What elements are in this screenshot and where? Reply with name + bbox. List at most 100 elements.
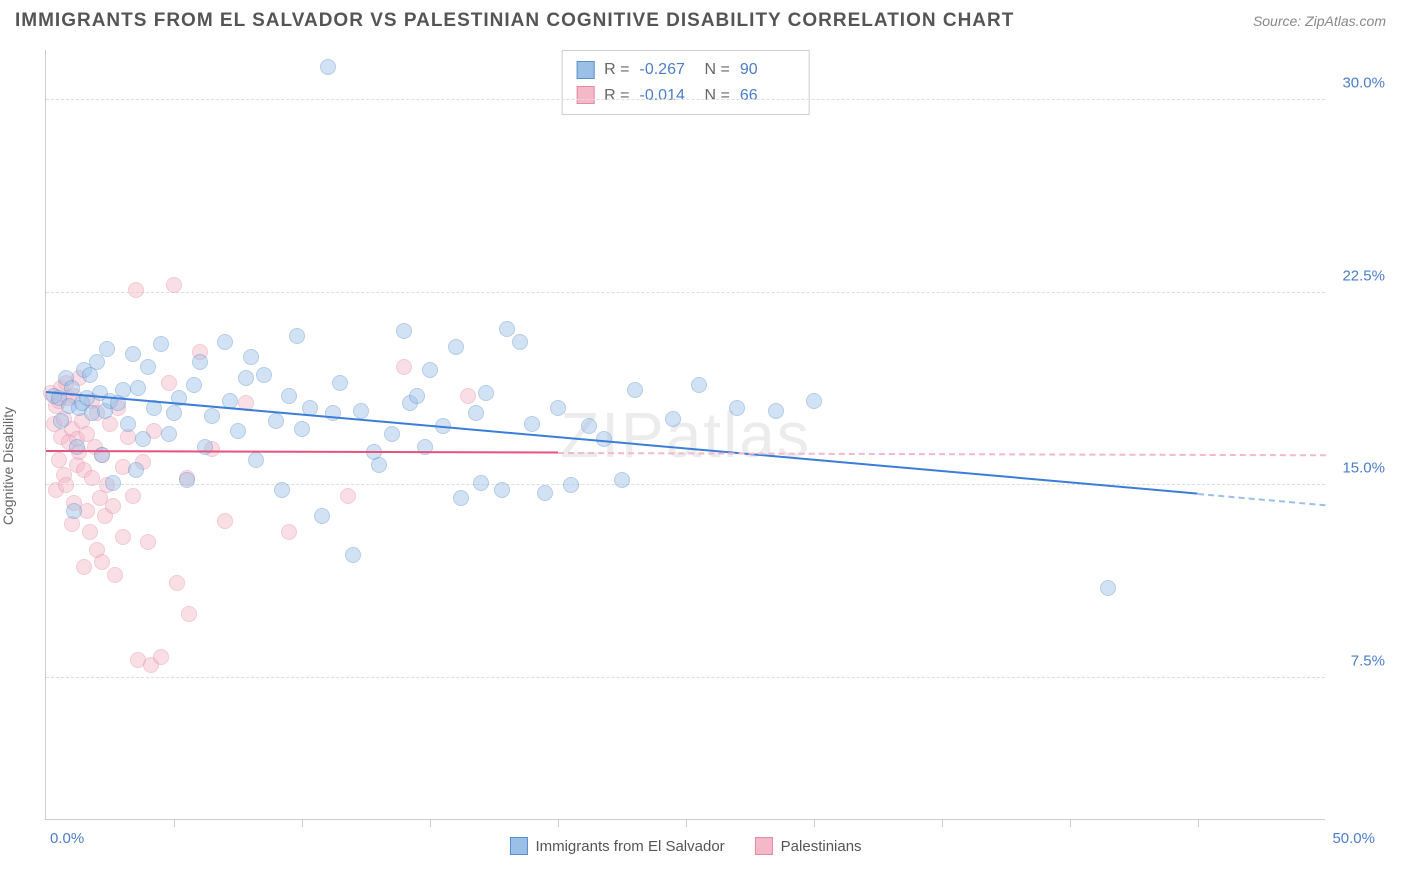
data-point	[204, 408, 220, 424]
legend-swatch	[755, 837, 773, 855]
correlation-legend: R =-0.267N =90R =-0.014N =66	[561, 50, 810, 115]
data-point	[125, 346, 141, 362]
data-point	[181, 606, 197, 622]
data-point	[161, 375, 177, 391]
data-point	[614, 472, 630, 488]
legend-swatch	[576, 86, 594, 104]
x-tick	[1198, 819, 1199, 827]
data-point	[468, 405, 484, 421]
data-point	[550, 400, 566, 416]
legend-r-label: R =	[604, 57, 629, 83]
data-point	[107, 567, 123, 583]
data-point	[384, 426, 400, 442]
legend-n-label: N =	[705, 83, 730, 109]
data-point	[563, 477, 579, 493]
data-point	[53, 413, 69, 429]
data-point	[99, 341, 115, 357]
data-point	[166, 405, 182, 421]
data-point	[238, 370, 254, 386]
y-tick-label: 22.5%	[1342, 267, 1385, 284]
data-point	[128, 462, 144, 478]
x-tick	[174, 819, 175, 827]
data-point	[581, 418, 597, 434]
data-point	[153, 649, 169, 665]
data-point	[345, 547, 361, 563]
legend-r-value: -0.267	[640, 57, 695, 83]
data-point	[332, 375, 348, 391]
data-point	[524, 416, 540, 432]
trend-line-extrapolated	[1198, 493, 1326, 506]
legend-n-value: 90	[740, 57, 795, 83]
data-point	[140, 534, 156, 550]
trend-line	[46, 450, 558, 454]
data-point	[460, 388, 476, 404]
series-legend-item: Immigrants from El Salvador	[509, 837, 724, 855]
data-point	[448, 339, 464, 355]
data-point	[82, 524, 98, 540]
data-point	[289, 328, 305, 344]
data-point	[627, 382, 643, 398]
gridline	[46, 484, 1325, 485]
data-point	[130, 380, 146, 396]
chart-container: Cognitive Disability ZIPatlas R =-0.267N…	[0, 38, 1406, 878]
data-point	[512, 334, 528, 350]
data-point	[105, 498, 121, 514]
data-point	[396, 359, 412, 375]
series-legend: Immigrants from El Salvador Palestinians	[509, 837, 861, 855]
data-point	[66, 503, 82, 519]
data-point	[192, 354, 208, 370]
data-point	[248, 452, 264, 468]
data-point	[120, 416, 136, 432]
data-point	[340, 488, 356, 504]
y-tick-label: 30.0%	[1342, 75, 1385, 92]
data-point	[169, 575, 185, 591]
data-point	[94, 447, 110, 463]
legend-r-label: R =	[604, 83, 629, 109]
data-point	[135, 431, 151, 447]
data-point	[94, 554, 110, 570]
x-tick	[302, 819, 303, 827]
data-point	[325, 405, 341, 421]
data-point	[243, 349, 259, 365]
series-legend-item: Palestinians	[755, 837, 862, 855]
x-max-label: 50.0%	[1332, 830, 1375, 847]
data-point	[230, 423, 246, 439]
data-point	[217, 513, 233, 529]
data-point	[58, 477, 74, 493]
data-point	[281, 388, 297, 404]
y-axis-label: Cognitive Disability	[0, 407, 16, 525]
x-tick	[814, 819, 815, 827]
data-point	[768, 403, 784, 419]
x-tick	[558, 819, 559, 827]
source-label: Source: ZipAtlas.com	[1253, 13, 1386, 29]
series-name: Immigrants from El Salvador	[535, 838, 724, 855]
data-point	[478, 385, 494, 401]
data-point	[371, 457, 387, 473]
data-point	[274, 482, 290, 498]
data-point	[499, 321, 515, 337]
x-tick	[1070, 819, 1071, 827]
data-point	[494, 482, 510, 498]
gridline	[46, 677, 1325, 678]
data-point	[281, 524, 297, 540]
legend-n-label: N =	[705, 57, 730, 83]
x-min-label: 0.0%	[50, 830, 84, 847]
legend-r-value: -0.014	[640, 83, 695, 109]
legend-swatch	[509, 837, 527, 855]
legend-row: R =-0.014N =66	[576, 83, 795, 109]
data-point	[179, 472, 195, 488]
chart-title: IMMIGRANTS FROM EL SALVADOR VS PALESTINI…	[15, 10, 1014, 32]
data-point	[76, 559, 92, 575]
legend-row: R = -0.267 N = 90	[576, 57, 795, 83]
data-point	[140, 359, 156, 375]
x-tick	[430, 819, 431, 827]
data-point	[473, 475, 489, 491]
data-point	[115, 529, 131, 545]
data-point	[51, 452, 67, 468]
data-point	[422, 362, 438, 378]
legend-swatch	[576, 61, 594, 79]
data-point	[84, 470, 100, 486]
data-point	[69, 439, 85, 455]
trend-line-extrapolated	[558, 452, 1326, 456]
data-point	[537, 485, 553, 501]
